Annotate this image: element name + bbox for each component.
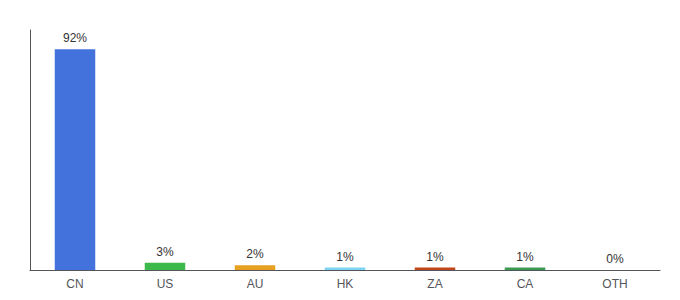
svg-text:CN: CN [66, 277, 83, 291]
svg-text:HK: HK [337, 277, 354, 291]
svg-text:ZA: ZA [427, 277, 442, 291]
svg-text:OTH: OTH [602, 277, 627, 291]
svg-text:AU: AU [247, 277, 264, 291]
svg-text:CA: CA [517, 277, 534, 291]
svg-text:1%: 1% [426, 250, 444, 264]
svg-text:1%: 1% [336, 250, 354, 264]
svg-text:1%: 1% [516, 250, 534, 264]
svg-text:92%: 92% [63, 31, 87, 45]
svg-text:3%: 3% [156, 245, 174, 259]
svg-text:2%: 2% [246, 247, 264, 261]
svg-text:US: US [157, 277, 174, 291]
svg-text:0%: 0% [606, 252, 624, 266]
